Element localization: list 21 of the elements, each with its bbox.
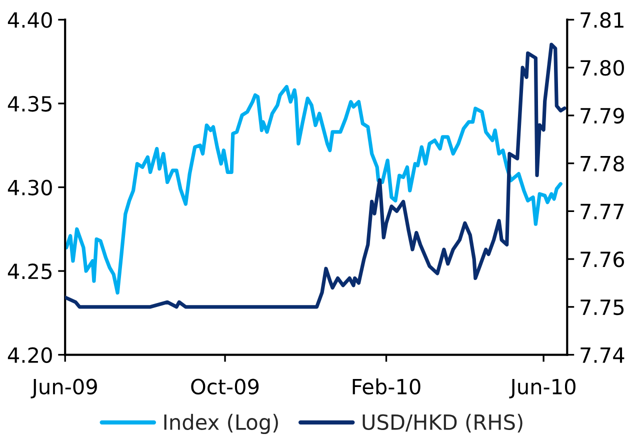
legend-label: USD/HKD (RHS): [362, 414, 522, 432]
y-tick-label: 4.20: [8, 347, 52, 363]
x-tick-label: Jun-10: [509, 378, 576, 398]
y-tick-label: 4.25: [8, 263, 52, 280]
y2-tick-label: 7.74: [580, 348, 624, 363]
y2-tick-label: 7.75: [580, 300, 624, 316]
y2-tick-label: 7.78: [580, 156, 624, 172]
y2-tick-label: 7.77: [580, 204, 624, 220]
y-tick-label: 4.30: [8, 180, 52, 196]
line-series: [65, 42, 566, 309]
y2-tick-label: 7.80: [580, 60, 624, 76]
x-tick-label: Oct-09: [191, 378, 259, 395]
x-tick-label: Feb-10: [352, 378, 420, 395]
x-tick-label: Jun-09: [30, 378, 97, 398]
legend-label: Index (Log): [164, 414, 278, 434]
y-tick-label: 4.40: [8, 12, 52, 28]
y2-tick-label: 7.81: [580, 12, 624, 28]
y2-tick-label: 7.76: [580, 252, 624, 268]
line-series: [65, 84, 562, 295]
y2-tick-label: 7.79: [580, 108, 624, 124]
y-tick-label: 4.35: [8, 96, 52, 112]
